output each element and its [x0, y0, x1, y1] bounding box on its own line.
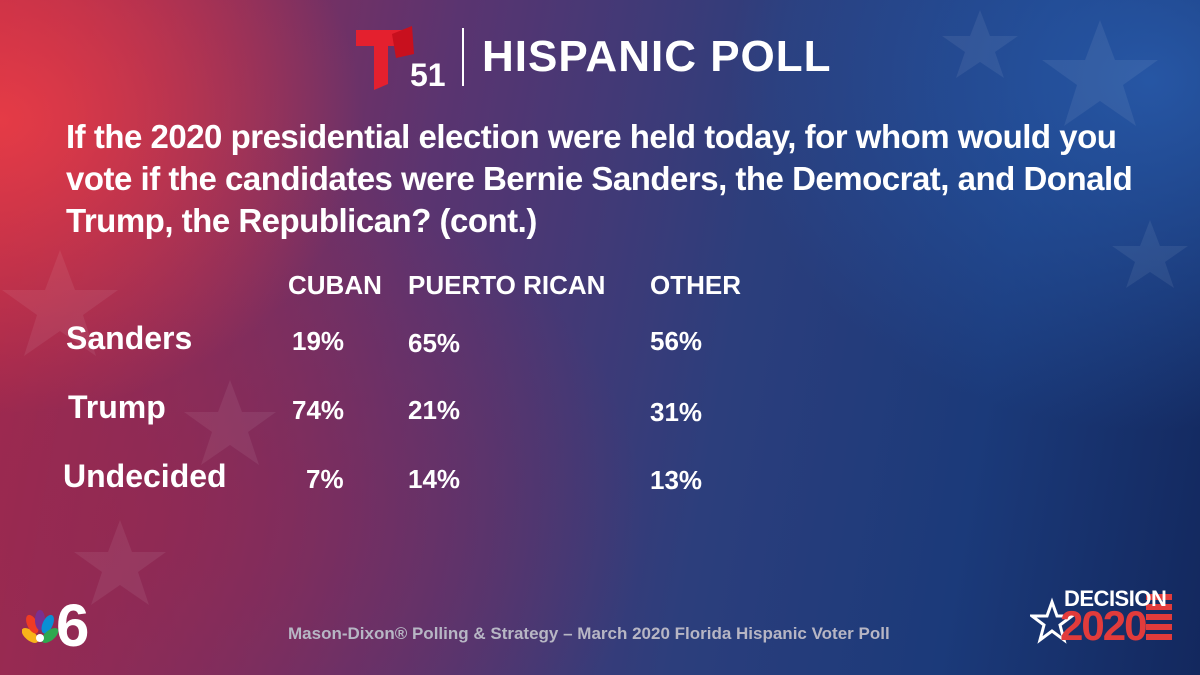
nbc6-logo: 6	[21, 588, 94, 659]
star-icon	[1030, 597, 1077, 644]
channel-number: 6	[56, 592, 89, 650]
peacock-icon	[21, 610, 59, 643]
row-label-sanders: Sanders	[66, 320, 193, 356]
column-header-cuban: CUBAN	[288, 270, 382, 300]
cell-undecided-puerto-rican: 14%	[408, 464, 461, 494]
cell-trump-puerto-rican: 21%	[408, 395, 461, 425]
cell-sanders-puerto-rican: 65%	[408, 328, 461, 358]
cell-undecided-other: 13%	[650, 465, 703, 495]
cell-trump-cuban: 74%	[292, 395, 345, 425]
decision-label: DECISION	[1064, 586, 1167, 611]
flag-stripes-icon	[1146, 594, 1172, 640]
row-label-trump: Trump	[68, 389, 166, 425]
header-divider	[462, 28, 464, 86]
source-credit: Mason-Dixon® Polling & Strategy – March …	[288, 624, 890, 643]
column-header-puerto-rican: PUERTO RICAN	[408, 270, 606, 300]
cell-trump-other: 31%	[650, 397, 703, 427]
cell-undecided-cuban: 7%	[306, 464, 344, 494]
header: 51 HISPANIC POLL	[352, 24, 832, 93]
cell-sanders-other: 56%	[650, 326, 703, 356]
row-label-undecided: Undecided	[63, 458, 227, 494]
telemundo-51-logo: 51	[352, 24, 448, 93]
decision-year: 2020	[1060, 602, 1147, 649]
page-title: HISPANIC POLL	[482, 32, 832, 81]
column-header-other: OTHER	[650, 270, 741, 300]
decision-2020-logo: DECISION 2020	[1030, 586, 1176, 652]
logo-number: 51	[410, 57, 446, 90]
cell-sanders-cuban: 19%	[292, 326, 345, 356]
poll-question: If the 2020 presidential election were h…	[66, 118, 1133, 239]
